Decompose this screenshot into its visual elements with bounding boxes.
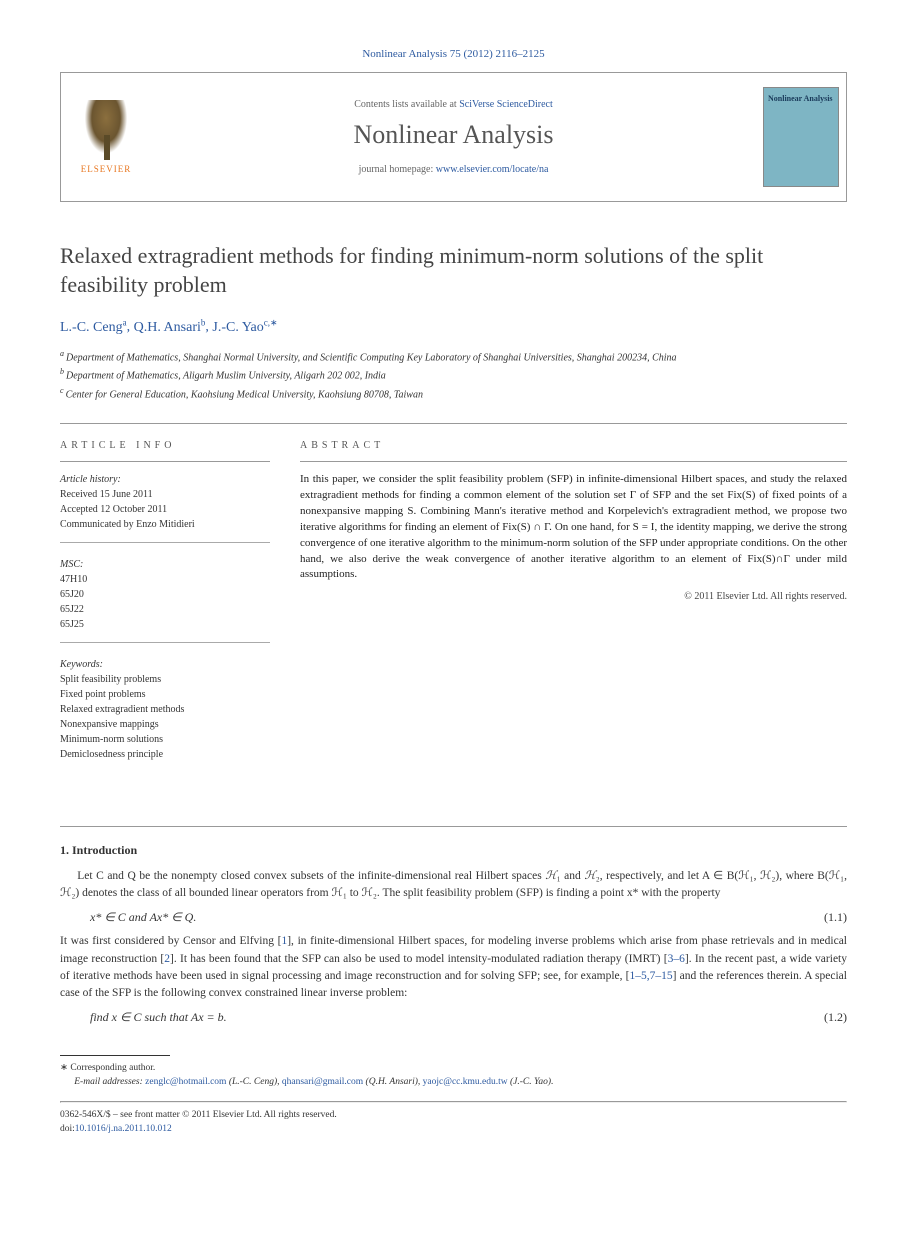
email-label: E-mail addresses: — [74, 1077, 145, 1087]
affiliation-c: cCenter for General Education, Kaohsiung… — [60, 385, 847, 403]
msc-block: MSC: 47H10 65J20 65J22 65J25 — [60, 557, 270, 643]
contents-available-line: Contents lists available at SciVerse Sci… — [354, 99, 553, 110]
intro-para-2: It was first considered by Censor and El… — [60, 933, 847, 1002]
elsevier-tree-icon — [81, 100, 131, 160]
journal-header-box: ELSEVIER Contents lists available at Sci… — [60, 72, 847, 202]
email-2[interactable]: qhansari@gmail.com — [282, 1077, 363, 1087]
header-citation: Nonlinear Analysis 75 (2012) 2116–2125 — [60, 48, 847, 60]
section-introduction: 1. Introduction Let C and Q be the nonem… — [60, 843, 847, 1026]
bottom-rule — [60, 1101, 847, 1103]
abstract-head: ABSTRACT — [300, 440, 847, 451]
eq-1-1-body: x* ∈ C and Ax* ∈ Q. — [90, 910, 797, 925]
elsevier-label: ELSEVIER — [81, 164, 132, 174]
author-1[interactable]: L.-C. Cenga — [60, 320, 127, 335]
thumb-title: Nonlinear Analysis — [768, 94, 834, 103]
msc-code-0: 47H10 — [60, 572, 270, 587]
article-info-col: ARTICLE INFO Article history: Received 1… — [60, 440, 270, 786]
contents-prefix: Contents lists available at — [354, 99, 459, 110]
equation-1-1: x* ∈ C and Ax* ∈ Q. (1.1) — [90, 910, 847, 925]
keyword-1: Fixed point problems — [60, 687, 270, 702]
msc-code-3: 65J25 — [60, 617, 270, 632]
intro-para-1: Let C and Q be the nonempty closed conve… — [60, 868, 847, 903]
eq-1-2-num: (1.2) — [797, 1010, 847, 1025]
email-1[interactable]: zenglc@hotmail.com — [145, 1077, 226, 1087]
eq-1-2-body: find x ∈ C such that Ax = b. — [90, 1010, 797, 1025]
info-divider — [60, 461, 270, 462]
affiliation-b: bDepartment of Mathematics, Aligarh Musl… — [60, 366, 847, 384]
ref-link-3-6[interactable]: 3–6 — [668, 953, 685, 965]
cover-thumbnail: Nonlinear Analysis — [763, 87, 839, 187]
affiliations: aDepartment of Mathematics, Shanghai Nor… — [60, 348, 847, 403]
authors-line: L.-C. Cenga, Q.H. Ansarib, J.-C. Yaoc,∗ — [60, 317, 847, 336]
footnote-rule — [60, 1055, 170, 1056]
msc-code-2: 65J22 — [60, 602, 270, 617]
history-label: Article history: — [60, 472, 270, 487]
cover-thumbnail-cell: Nonlinear Analysis — [756, 73, 846, 201]
header-center: Contents lists available at SciVerse Sci… — [151, 73, 756, 201]
divider-mid — [60, 826, 847, 827]
msc-label: MSC: — [60, 557, 270, 572]
communicated-line: Communicated by Enzo Mitidieri — [60, 517, 270, 532]
keyword-3: Nonexpansive mappings — [60, 717, 270, 732]
homepage-link[interactable]: www.elsevier.com/locate/na — [436, 164, 549, 175]
article-history-block: Article history: Received 15 June 2011 A… — [60, 472, 270, 543]
keyword-0: Split feasibility problems — [60, 672, 270, 687]
article-info-head: ARTICLE INFO — [60, 440, 270, 451]
affiliation-a: aDepartment of Mathematics, Shanghai Nor… — [60, 348, 847, 366]
section-1-title: 1. Introduction — [60, 843, 847, 858]
homepage-line: journal homepage: www.elsevier.com/locat… — [359, 164, 549, 175]
eq-1-1-num: (1.1) — [797, 910, 847, 925]
page-root: Nonlinear Analysis 75 (2012) 2116–2125 E… — [0, 0, 907, 1176]
keyword-5: Demiclosedness principle — [60, 747, 270, 762]
ref-link-1-15[interactable]: 1–5,7–15 — [629, 970, 672, 982]
received-line: Received 15 June 2011 — [60, 487, 270, 502]
abstract-divider — [300, 461, 847, 462]
homepage-prefix: journal homepage: — [359, 164, 436, 175]
publisher-logo-cell: ELSEVIER — [61, 73, 151, 201]
abstract-col: ABSTRACT In this paper, we consider the … — [300, 440, 847, 786]
journal-name: Nonlinear Analysis — [353, 120, 553, 150]
sciencedirect-link[interactable]: SciVerse ScienceDirect — [459, 99, 553, 110]
author-2[interactable]: Q.H. Ansarib — [134, 320, 206, 335]
equation-1-2: find x ∈ C such that Ax = b. (1.2) — [90, 1010, 847, 1025]
keywords-block: Keywords: Split feasibility problems Fix… — [60, 657, 270, 772]
email-3[interactable]: yaojc@cc.kmu.edu.tw — [423, 1077, 508, 1087]
keywords-label: Keywords: — [60, 657, 270, 672]
abstract-text: In this paper, we consider the split fea… — [300, 472, 847, 584]
keyword-4: Minimum-norm solutions — [60, 732, 270, 747]
abstract-copyright: © 2011 Elsevier Ltd. All rights reserved… — [300, 591, 847, 602]
info-abstract-row: ARTICLE INFO Article history: Received 1… — [60, 440, 847, 786]
divider-top — [60, 423, 847, 424]
keyword-2: Relaxed extragradient methods — [60, 702, 270, 717]
issn-line: 0362-546X/$ – see front matter © 2011 El… — [60, 1109, 847, 1122]
author-3[interactable]: J.-C. Yaoc,∗ — [212, 320, 277, 335]
msc-code-1: 65J20 — [60, 587, 270, 602]
corresponding-note: ∗ Corresponding author. — [60, 1062, 847, 1073]
doi-line: doi:10.1016/j.na.2011.10.012 — [60, 1123, 847, 1136]
accepted-line: Accepted 12 October 2011 — [60, 502, 270, 517]
email-line: E-mail addresses: zenglc@hotmail.com (L.… — [74, 1077, 847, 1087]
article-title: Relaxed extragradient methods for findin… — [60, 242, 847, 299]
doi-link[interactable]: 10.1016/j.na.2011.10.012 — [75, 1124, 172, 1134]
